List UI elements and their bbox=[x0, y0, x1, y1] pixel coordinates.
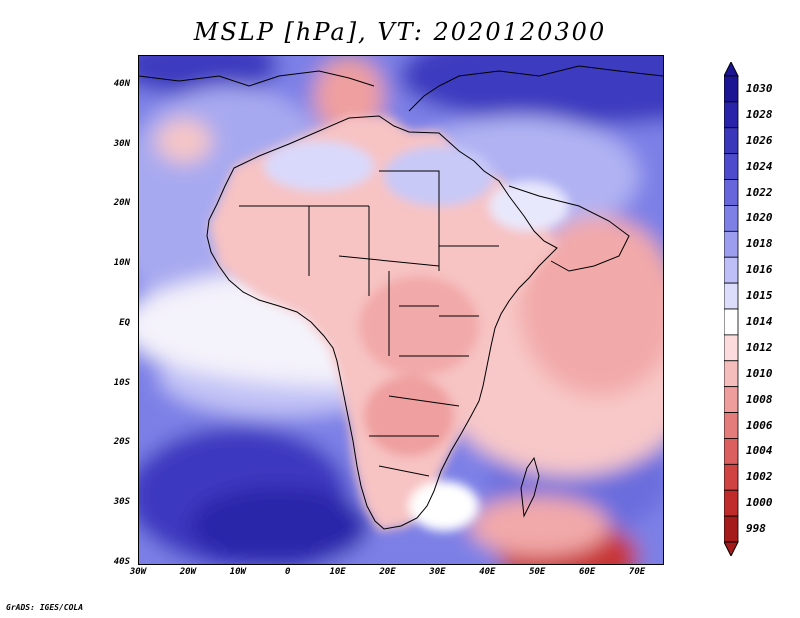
colorbar-swatch bbox=[724, 75, 739, 103]
colorbar-swatch bbox=[724, 101, 739, 129]
colorbar-level-label: 1020 bbox=[746, 211, 773, 225]
colorbar-swatch bbox=[724, 230, 739, 258]
colorbar-level-label: 1024 bbox=[746, 159, 773, 173]
lat-tick-label: 10S bbox=[113, 377, 130, 388]
lat-tick-label: 20N bbox=[113, 198, 130, 209]
colorbar-swatch bbox=[724, 386, 739, 413]
colorbar-level-label: 1022 bbox=[746, 185, 773, 199]
colorbar-swatch bbox=[724, 127, 739, 155]
colorbar-swatch bbox=[724, 438, 739, 465]
lon-tick-label: 40E bbox=[479, 567, 496, 577]
colorbar-swatch bbox=[724, 205, 739, 232]
chart-title: MSLP [hPa], VT: 2020120300 bbox=[193, 18, 607, 46]
colorbar-swatch bbox=[724, 256, 739, 284]
colorbar-bottom-arrow bbox=[724, 541, 739, 556]
colorbar-level-label: 1012 bbox=[746, 340, 773, 354]
colorbar-top-arrow bbox=[724, 62, 739, 77]
mslp-map bbox=[138, 55, 664, 565]
lon-tick-label: 10W bbox=[229, 567, 246, 577]
lat-tick-label: 20S bbox=[113, 437, 130, 448]
colorbar-swatch bbox=[724, 463, 739, 491]
lat-tick-label: 10N bbox=[113, 258, 130, 269]
lon-tick-label: 50E bbox=[529, 567, 546, 577]
lon-tick-label: 0 bbox=[284, 567, 291, 577]
colorbar-swatch bbox=[724, 308, 739, 336]
lon-tick-label: 60E bbox=[579, 567, 596, 577]
footer-credit: GrADS: IGES/COLA bbox=[6, 603, 84, 612]
colorbar-level-label: 1002 bbox=[746, 470, 773, 484]
colorbar-level-label: 1004 bbox=[746, 444, 773, 458]
colorbar-level-label: 1026 bbox=[746, 133, 773, 147]
colorbar-level-label: 1008 bbox=[746, 392, 773, 406]
lat-tick-label: 40S bbox=[113, 557, 130, 567]
colorbar bbox=[724, 62, 739, 556]
lon-tick-label: 20W bbox=[179, 567, 197, 577]
colorbar-swatch bbox=[724, 179, 739, 206]
lon-tick-label: 10E bbox=[329, 567, 346, 577]
lat-tick-label: 30N bbox=[113, 138, 130, 149]
colorbar-level-label: 1000 bbox=[746, 496, 773, 510]
lat-tick-label: 40N bbox=[113, 78, 130, 89]
lon-tick-label: 30W bbox=[129, 567, 147, 577]
colorbar-level-label: 1018 bbox=[746, 237, 773, 251]
colorbar-swatch bbox=[724, 489, 739, 517]
lon-tick-label: 30E bbox=[429, 567, 446, 577]
lat-tick-label: 30S bbox=[113, 497, 130, 508]
colorbar-swatch bbox=[724, 334, 739, 362]
colorbar-swatch bbox=[724, 282, 739, 310]
mslp-field bbox=[139, 56, 663, 564]
lon-tick-label: 20E bbox=[379, 567, 396, 577]
colorbar-level-label: 998 bbox=[746, 522, 766, 536]
colorbar-swatch bbox=[724, 412, 739, 439]
colorbar-level-label: 1028 bbox=[746, 107, 773, 121]
colorbar-swatch bbox=[724, 360, 739, 388]
colorbar-level-label: 1010 bbox=[746, 366, 773, 380]
lat-tick-label: EQ bbox=[119, 317, 130, 328]
colorbar-swatch bbox=[724, 515, 739, 543]
colorbar-level-label: 1006 bbox=[746, 418, 773, 432]
colorbar-level-label: 1015 bbox=[746, 289, 773, 303]
lon-tick-label: 70E bbox=[628, 567, 646, 577]
colorbar-level-label: 1030 bbox=[746, 81, 773, 95]
colorbar-swatch bbox=[724, 153, 739, 180]
colorbar-level-label: 1014 bbox=[746, 314, 773, 328]
colorbar-level-label: 1016 bbox=[746, 263, 773, 277]
